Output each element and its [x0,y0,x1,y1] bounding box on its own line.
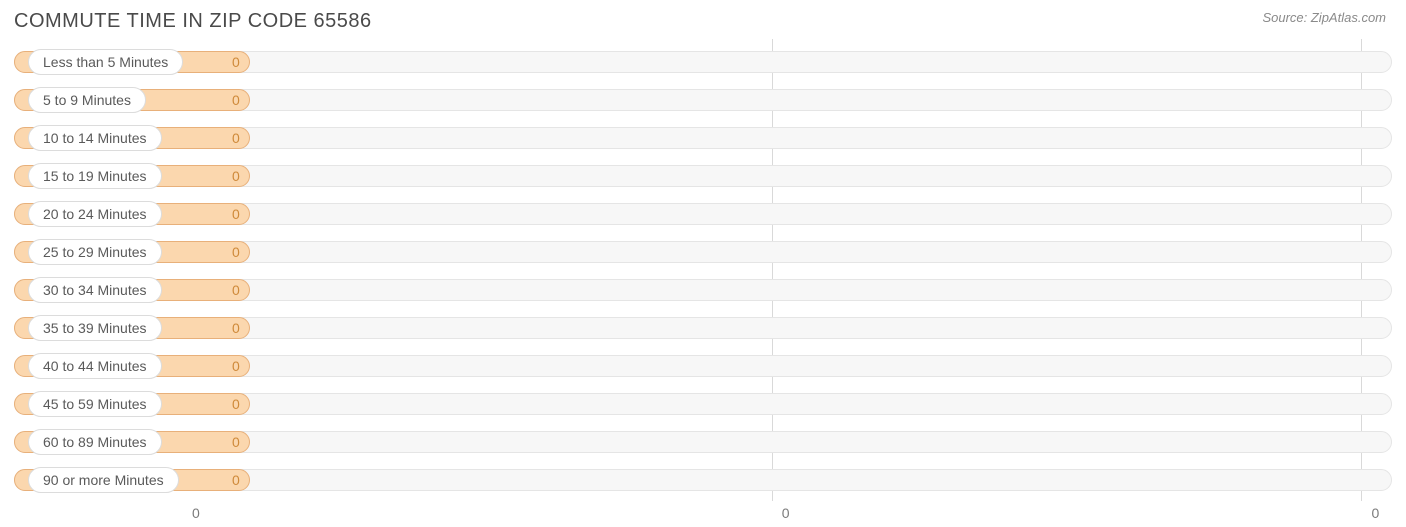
bar-label: Less than 5 Minutes [28,49,183,75]
bar-label: 40 to 44 Minutes [28,353,162,379]
bar-row: 0 40 to 44 Minutes [14,349,1392,383]
x-tick: 0 [782,505,790,521]
bar-value: 0 [232,279,240,301]
bar-value: 0 [232,165,240,187]
bar-value: 0 [232,127,240,149]
x-tick: 0 [192,505,200,521]
bar-label: 35 to 39 Minutes [28,315,162,341]
bar-row: 0 30 to 34 Minutes [14,273,1392,307]
header: COMMUTE TIME IN ZIP CODE 65586 Source: Z… [0,0,1406,39]
bar-row: 0 60 to 89 Minutes [14,425,1392,459]
bar-label: 90 or more Minutes [28,467,179,493]
x-axis: 0 0 0 [14,501,1392,527]
bar-row: 0 Less than 5 Minutes [14,45,1392,79]
bar-row: 0 20 to 24 Minutes [14,197,1392,231]
bar-row: 0 25 to 29 Minutes [14,235,1392,269]
x-tick: 0 [1372,505,1380,521]
source-attribution: Source: ZipAtlas.com [1262,10,1386,25]
bar-row: 0 15 to 19 Minutes [14,159,1392,193]
bar-label: 10 to 14 Minutes [28,125,162,151]
bars-container: 0 Less than 5 Minutes 0 5 to 9 Minutes 0 10 t… [14,45,1392,497]
bar-value: 0 [232,241,240,263]
bar-value: 0 [232,431,240,453]
bar-row: 0 35 to 39 Minutes [14,311,1392,345]
bar-value: 0 [232,89,240,111]
bar-row: 0 45 to 59 Minutes [14,387,1392,421]
bar-row: 0 90 or more Minutes [14,463,1392,497]
bar-value: 0 [232,469,240,491]
bar-label: 25 to 29 Minutes [28,239,162,265]
bar-row: 0 5 to 9 Minutes [14,83,1392,117]
bar-value: 0 [232,393,240,415]
bar-row: 0 10 to 14 Minutes [14,121,1392,155]
bar-label: 30 to 34 Minutes [28,277,162,303]
bar-label: 5 to 9 Minutes [28,87,146,113]
bar-value: 0 [232,355,240,377]
bar-value: 0 [232,51,240,73]
bar-label: 15 to 19 Minutes [28,163,162,189]
chart-area: 0 Less than 5 Minutes 0 5 to 9 Minutes 0 10 t… [0,39,1406,527]
bar-value: 0 [232,317,240,339]
bar-label: 20 to 24 Minutes [28,201,162,227]
bar-label: 45 to 59 Minutes [28,391,162,417]
bar-value: 0 [232,203,240,225]
bar-label: 60 to 89 Minutes [28,429,162,455]
chart-title: COMMUTE TIME IN ZIP CODE 65586 [14,10,372,33]
